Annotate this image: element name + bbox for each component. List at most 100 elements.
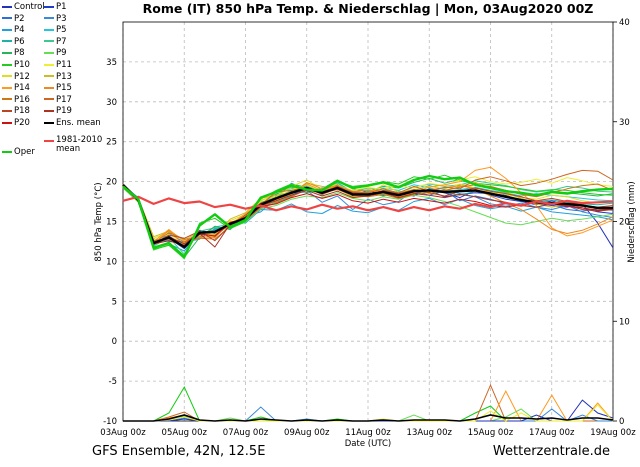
legend-label: P14 xyxy=(14,83,30,94)
legend-label: Control xyxy=(14,2,45,12)
series-line-ens-mean xyxy=(122,183,613,249)
y2-tick-label: 20 xyxy=(619,218,630,228)
legend-item-p11: P11 xyxy=(44,60,72,71)
legend-label: P2 xyxy=(14,13,25,24)
legend-swatch xyxy=(44,51,54,54)
y-tick-label: 30 xyxy=(106,98,117,108)
legend-item-p2: P2 xyxy=(2,14,25,25)
legend-item-p7: P7 xyxy=(44,37,67,48)
legend-item-p4: P4 xyxy=(2,25,25,36)
legend-swatch xyxy=(2,40,12,43)
legend-label: P19 xyxy=(56,106,72,117)
legend-label: P10 xyxy=(14,60,30,70)
legend-swatch xyxy=(44,17,54,20)
series-line-p3 xyxy=(122,182,614,246)
legend-item-oper: Oper xyxy=(2,147,35,158)
legend-swatch xyxy=(44,98,54,101)
y-tick-label: -5 xyxy=(109,377,117,387)
legend-item-p16: P16 xyxy=(2,95,30,106)
legend-swatch xyxy=(2,109,12,112)
legend-label: 1981-2010 mean xyxy=(56,135,103,154)
y-tick-label: 5 xyxy=(112,297,117,307)
tick-labels: -10 -5 0 5 10 15 20 25 30 35 03Aug 00z 05Aug 00z 07A… xyxy=(100,18,636,438)
legend-swatch xyxy=(2,121,12,124)
x-tick-label: 09Aug 00z xyxy=(284,428,330,438)
y-tick-label: 10 xyxy=(106,257,117,267)
legend-item-p14: P14 xyxy=(2,83,30,94)
legend-label: Oper xyxy=(14,147,35,157)
series-line-oper xyxy=(122,174,614,258)
legend-label: P1 xyxy=(56,2,67,12)
chart-title: Rome (IT) 850 hPa Temp. & Niederschlag |… xyxy=(143,1,594,16)
y2-axis-label: Niederschlag (mm) xyxy=(627,181,637,262)
legend-swatch xyxy=(44,40,54,43)
legend-label: P8 xyxy=(14,48,25,59)
footer-source: Wetterzentrale.de xyxy=(492,444,610,459)
legend-item-p8: P8 xyxy=(2,48,25,59)
legend-item-p13: P13 xyxy=(44,72,72,83)
series-line-p19 xyxy=(122,186,614,248)
legend-swatch xyxy=(2,51,12,54)
legend-swatch xyxy=(2,5,12,8)
legend-swatch xyxy=(44,86,54,89)
legend-item-control: Control xyxy=(2,2,45,13)
y2-tick-label: 30 xyxy=(619,118,630,128)
legend-label: P3 xyxy=(56,13,67,24)
legend-swatch xyxy=(44,5,54,8)
y-tick-label: 20 xyxy=(106,178,117,188)
legend-swatch xyxy=(2,28,12,31)
x-tick-label: 05Aug 00z xyxy=(162,428,208,438)
legend-item-p18: P18 xyxy=(2,106,30,117)
x-tick-label: 03Aug 00z xyxy=(100,428,146,438)
legend-label: P9 xyxy=(56,48,67,59)
legend-item-p6: P6 xyxy=(2,37,25,48)
legend-label: P18 xyxy=(14,106,30,117)
precipitation-lines xyxy=(123,383,614,422)
legend-item-p19: P19 xyxy=(44,106,72,117)
legend-label: P20 xyxy=(14,118,30,128)
legend-item-p17: P17 xyxy=(44,95,72,106)
y-tick-label: 15 xyxy=(106,218,117,228)
legend-label: P15 xyxy=(56,83,72,94)
legend-swatch xyxy=(44,63,54,66)
legend-item-p12: P12 xyxy=(2,72,30,83)
legend-item-p3: P3 xyxy=(44,14,67,25)
x-tick-label: 17Aug 00z xyxy=(529,428,575,438)
legend-swatch xyxy=(44,121,54,124)
y-axis-label: 850 hPa Temp (°C) xyxy=(94,182,104,261)
legend-item-ens-mean: Ens. mean xyxy=(44,118,101,129)
series-line-p7 xyxy=(122,180,614,255)
y-tick-label: -10 xyxy=(103,417,117,427)
legend-label: P6 xyxy=(14,36,25,47)
legend-label: P4 xyxy=(14,25,25,36)
legend-item-p20: P20 xyxy=(2,118,30,129)
series-line-1981-2010-mean xyxy=(122,195,614,213)
legend-label: P5 xyxy=(56,25,67,36)
legend-swatch xyxy=(2,17,12,20)
legend-swatch xyxy=(44,75,54,78)
legend-item-p9: P9 xyxy=(44,48,67,59)
y-tick-label: 25 xyxy=(106,138,117,148)
legend-item-p10: P10 xyxy=(2,60,30,71)
legend-item-p5: P5 xyxy=(44,25,67,36)
x-tick-label: 19Aug 00z xyxy=(590,428,636,438)
temperature-lines xyxy=(122,166,614,260)
x-tick-label: 15Aug 00z xyxy=(468,428,514,438)
legend-swatch xyxy=(44,139,54,142)
legend-label: P13 xyxy=(56,71,72,82)
x-tick-label: 11Aug 00z xyxy=(345,428,391,438)
legend-label: P12 xyxy=(14,71,30,82)
legend-label: P17 xyxy=(56,94,72,105)
y2-tick-label: 10 xyxy=(619,317,630,327)
legend-swatch xyxy=(2,75,12,78)
legend-item-1981-2010-mean: 1981-2010 mean xyxy=(44,136,114,154)
y-tick-label: 0 xyxy=(112,337,117,347)
precip-line-ens-mean xyxy=(123,414,614,422)
legend-swatch xyxy=(2,63,12,66)
x-tick-label: 13Aug 00z xyxy=(407,428,453,438)
legend-item-p15: P15 xyxy=(44,83,72,94)
legend-label: P16 xyxy=(14,94,30,105)
series-line-p15 xyxy=(122,181,614,246)
legend-swatch xyxy=(44,109,54,112)
legend-swatch xyxy=(44,28,54,31)
